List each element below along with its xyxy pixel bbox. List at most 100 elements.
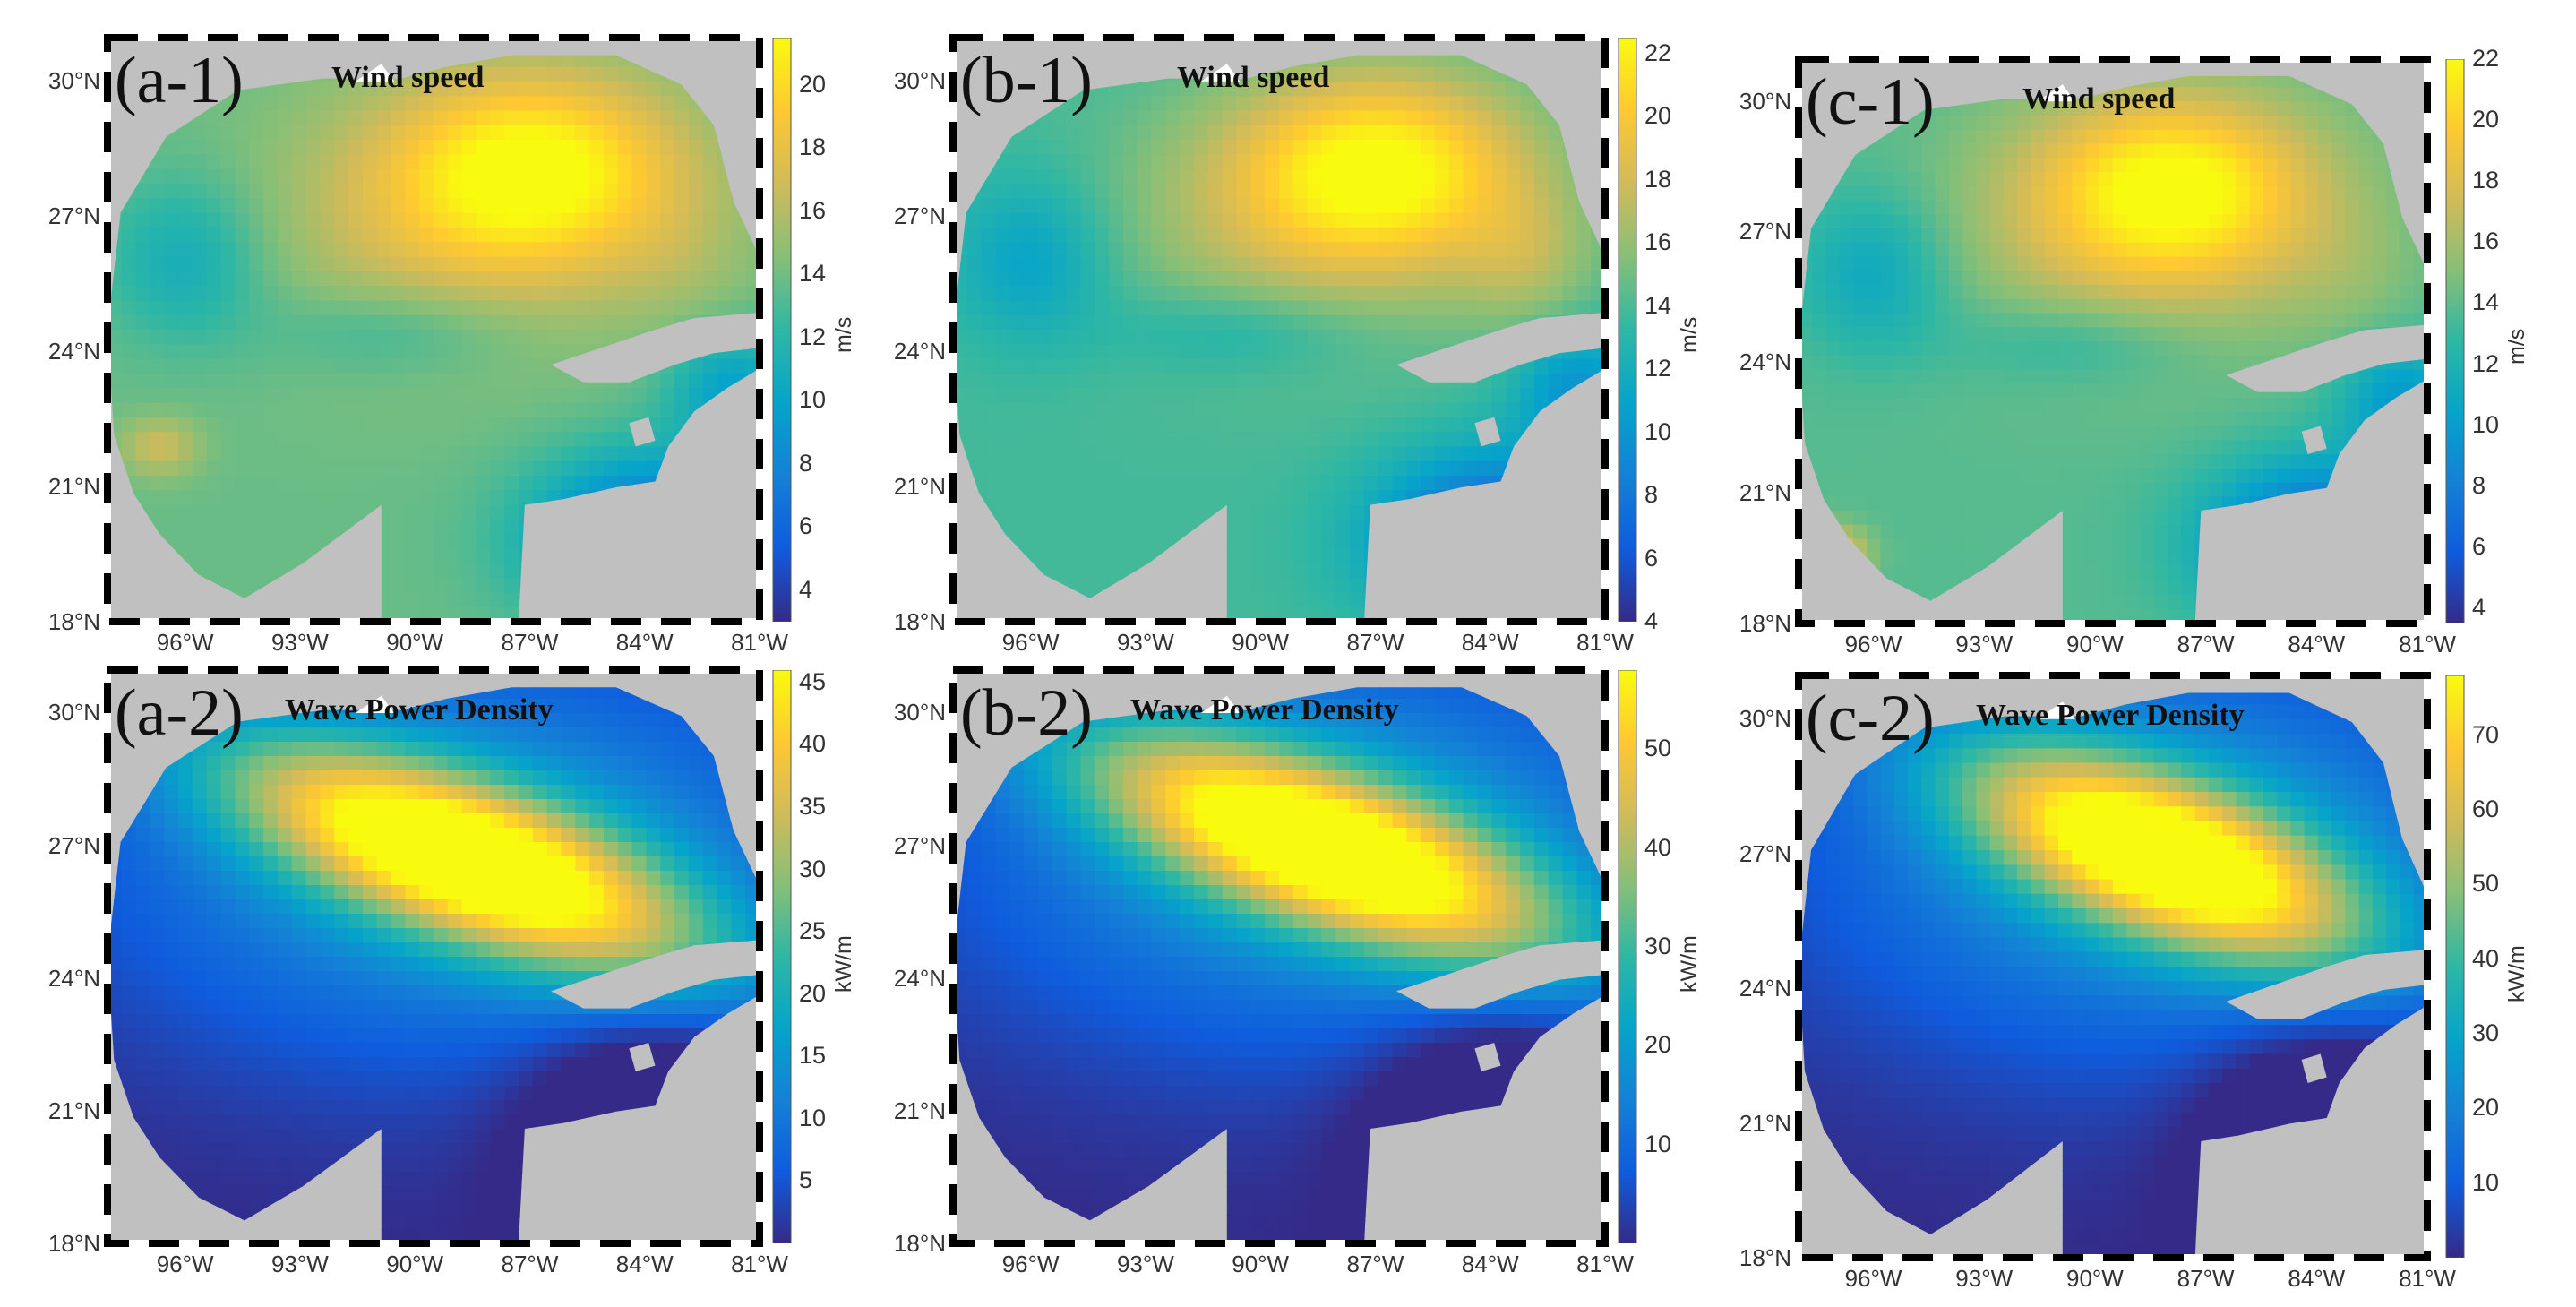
heatmap-cell (617, 388, 633, 404)
heatmap-cell (660, 300, 675, 316)
heatmap-cell (1151, 534, 1167, 550)
heatmap-cell (2263, 172, 2278, 187)
heatmap-cell (518, 476, 534, 492)
heatmap-cell (362, 490, 378, 506)
heatmap-cell (717, 81, 733, 97)
heatmap-cell (2290, 313, 2306, 329)
heatmap-cell (1236, 110, 1252, 126)
heatmap-cell (631, 271, 648, 287)
heatmap-cell (405, 300, 420, 316)
heatmap-cell (107, 168, 123, 185)
heatmap-cell (546, 125, 562, 141)
heatmap-cell (490, 563, 505, 579)
heatmap-cell (1137, 330, 1153, 346)
heatmap-cell (1506, 578, 1521, 594)
heatmap-cell (2413, 143, 2427, 159)
heatmap-cell (2331, 298, 2347, 314)
heatmap-cell (1151, 140, 1167, 156)
heatmap-cell (490, 330, 505, 346)
heatmap-cell (1350, 460, 1365, 477)
heatmap-cell (1825, 327, 1841, 342)
heatmap-cell (305, 592, 322, 608)
heatmap-cell (348, 592, 364, 608)
heatmap-cell (434, 344, 449, 360)
heatmap-cell (589, 417, 605, 433)
heatmap-cell (2263, 116, 2278, 131)
heatmap-cell (1222, 242, 1238, 258)
heatmap-cell (1222, 227, 1238, 243)
heatmap-cell (1812, 242, 1827, 258)
heatmap-cell (263, 96, 279, 112)
heatmap-cell (995, 344, 1011, 360)
heatmap-cell (1880, 271, 1895, 286)
heatmap-cell (561, 242, 577, 258)
heatmap-cell (617, 402, 633, 418)
heatmap-cell (178, 606, 193, 622)
heatmap-cell (1180, 548, 1195, 564)
heatmap-cell (220, 198, 236, 214)
heatmap-cell (2277, 256, 2292, 272)
heatmap-cell (1321, 446, 1337, 462)
heatmap-cell (1024, 563, 1039, 579)
heatmap-cell (546, 519, 562, 535)
heatmap-cell (1867, 440, 1882, 455)
heatmap-cell (206, 534, 222, 550)
heatmap-cell (702, 242, 718, 258)
heatmap-cell (2263, 285, 2278, 300)
heatmap-cell (1279, 271, 1294, 287)
heatmap-cell (2304, 285, 2319, 300)
heatmap-cell (1591, 606, 1605, 622)
colorbar-tick-label: 16 (1644, 228, 1672, 256)
heatmap-cell (966, 286, 983, 302)
heatmap-cell (1137, 81, 1153, 97)
heatmap-cell (688, 402, 704, 418)
heatmap-cell (277, 81, 293, 97)
heatmap-cell (192, 184, 208, 200)
heatmap-cell (1109, 534, 1124, 550)
heatmap-cell (1406, 198, 1422, 214)
heatmap-cell (1435, 227, 1450, 243)
heatmap-cell (1591, 184, 1605, 200)
heatmap-cell (320, 140, 336, 156)
heatmap-cell (1448, 388, 1464, 404)
heatmap-cell (1095, 606, 1110, 622)
heatmap-cell (107, 330, 123, 346)
heatmap-cell (1448, 432, 1464, 448)
heatmap-cell (1839, 228, 1854, 244)
heatmap-cell (504, 373, 519, 389)
heatmap-cell (1976, 242, 1991, 258)
heatmap-cell (660, 286, 675, 302)
heatmap-cell (391, 242, 407, 258)
heatmap-cell (1335, 81, 1351, 97)
heatmap-cell (249, 168, 264, 185)
heatmap-cell (434, 548, 449, 564)
heatmap-cell (631, 110, 648, 126)
heatmap-cell (1520, 548, 1535, 564)
heatmap-cell (490, 314, 505, 331)
heatmap-cell (1378, 388, 1394, 404)
heatmap-cell (2400, 383, 2415, 399)
heatmap-cell (1180, 140, 1195, 156)
heatmap-cell (1893, 214, 1909, 229)
heatmap-cell (348, 300, 364, 316)
heatmap-cell (1477, 154, 1493, 170)
heatmap-cell (660, 198, 675, 214)
heatmap-cell (1363, 125, 1379, 141)
heatmap-cell (1207, 534, 1224, 550)
heatmap-cell (178, 592, 193, 608)
heatmap-cell (461, 388, 477, 404)
heatmap-cell (1292, 154, 1309, 170)
heatmap-cell (320, 460, 336, 477)
heatmap-cell (1406, 314, 1422, 331)
heatmap-cell (646, 606, 662, 622)
heatmap-cell (1880, 228, 1895, 244)
heatmap-cell (631, 154, 648, 170)
heatmap-cell (1448, 534, 1464, 550)
heatmap-cell (1279, 460, 1294, 477)
heatmap-cell (334, 563, 349, 579)
heatmap-cell (277, 592, 293, 608)
heatmap-cell (305, 534, 322, 550)
heatmap-cell (2017, 369, 2032, 385)
heatmap-cell (1265, 154, 1280, 170)
heatmap-cell (1363, 271, 1379, 287)
